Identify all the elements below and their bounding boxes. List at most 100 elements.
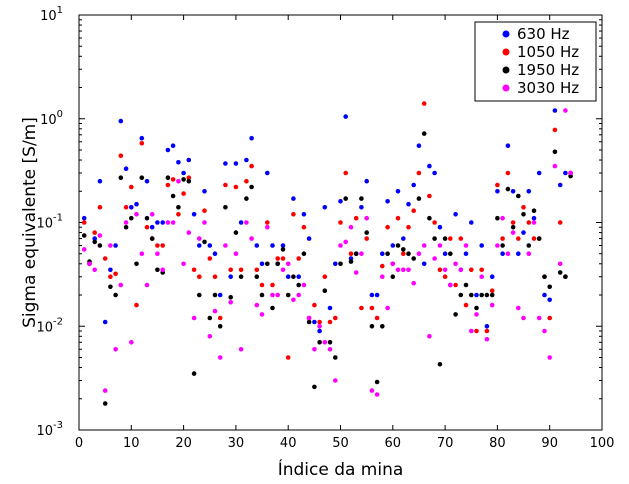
data-point [427, 334, 432, 339]
data-point [244, 157, 249, 163]
data-point [108, 243, 113, 248]
data-point [238, 220, 244, 225]
data-point [176, 205, 181, 210]
data-point [521, 315, 526, 321]
data-point [149, 224, 155, 230]
data-point [322, 340, 328, 345]
data-point [421, 261, 427, 267]
data-point [416, 251, 422, 256]
data-point [249, 163, 254, 169]
data-point [406, 251, 411, 256]
data-point [259, 312, 265, 317]
data-point [411, 256, 417, 261]
data-point [244, 196, 249, 201]
data-point [81, 215, 87, 221]
data-point [312, 319, 317, 325]
data-point [416, 196, 422, 201]
data-point [233, 230, 239, 235]
data-point [427, 193, 432, 199]
data-point [427, 215, 432, 221]
data-point [526, 251, 532, 256]
x-tick-label: 10 [123, 436, 140, 451]
data-point [165, 182, 171, 188]
data-point [390, 274, 396, 280]
data-point [160, 243, 165, 248]
data-point [149, 212, 155, 217]
data-point [254, 267, 260, 273]
data-point [223, 161, 228, 166]
data-point [521, 205, 526, 210]
data-point [108, 274, 113, 280]
data-point [401, 236, 406, 241]
data-point [176, 178, 181, 184]
data-point [129, 340, 134, 345]
data-point [359, 251, 364, 256]
data-point [516, 251, 521, 256]
data-point [474, 328, 479, 334]
data-point [531, 208, 537, 213]
data-point [500, 243, 505, 248]
data-point [265, 170, 270, 176]
data-point [474, 305, 479, 311]
data-point [374, 292, 380, 298]
data-point [364, 230, 370, 235]
data-point [160, 220, 165, 225]
data-point [144, 282, 150, 288]
data-point [557, 182, 563, 188]
data-point [411, 208, 417, 213]
series-3030-hz [81, 108, 573, 397]
x-tick-label: 100 [590, 436, 615, 451]
data-point [118, 282, 124, 288]
data-point [186, 230, 192, 235]
legend-marker [502, 66, 510, 74]
data-point [92, 230, 97, 235]
data-point [254, 243, 260, 248]
data-point [149, 236, 155, 241]
data-point [484, 328, 490, 334]
data-point [155, 243, 160, 248]
data-point [374, 379, 380, 385]
data-point [516, 236, 521, 241]
data-point [369, 305, 375, 311]
data-point [421, 243, 427, 248]
x-tick-label: 50 [332, 436, 349, 451]
x-tick-label: 70 [437, 436, 454, 451]
data-point [170, 220, 176, 225]
data-point [134, 212, 139, 217]
data-point [139, 141, 145, 146]
data-point [448, 251, 453, 256]
y-tick-label: 10-1 [36, 213, 63, 232]
data-point [144, 178, 150, 184]
data-point [123, 166, 129, 171]
data-point [395, 215, 401, 221]
y-tick-label: 100 [40, 109, 63, 128]
data-point [432, 170, 437, 176]
data-point [516, 193, 521, 199]
data-point [411, 182, 417, 188]
data-point [259, 261, 265, 267]
data-point [118, 153, 124, 158]
data-point [531, 220, 537, 225]
data-point [92, 236, 97, 241]
data-point [285, 274, 291, 280]
data-point [395, 267, 401, 273]
data-point [364, 215, 370, 221]
data-point [144, 224, 150, 230]
data-point [254, 274, 260, 280]
data-point [296, 274, 302, 280]
data-point [505, 143, 511, 148]
data-point [469, 267, 474, 273]
legend-label: 3030 Hz [517, 79, 579, 97]
data-point [134, 201, 139, 207]
data-point [254, 302, 260, 308]
data-point [312, 347, 317, 352]
data-point [123, 205, 129, 210]
data-point [542, 274, 547, 280]
data-point [312, 302, 317, 308]
data-point [348, 259, 354, 264]
x-tick-label: 20 [175, 436, 192, 451]
data-point [495, 243, 500, 248]
data-point [207, 334, 213, 339]
data-point [186, 157, 192, 163]
data-point [186, 175, 192, 180]
